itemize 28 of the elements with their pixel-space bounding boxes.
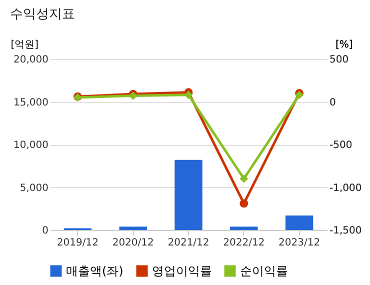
legend-label: 영업이익률: [152, 264, 212, 278]
y-tick-label: 15,000: [14, 97, 48, 108]
chart-title: 수익성지표: [10, 7, 76, 22]
x-tick-label: 2021/12: [168, 238, 210, 248]
y2-tick-label: 0: [330, 97, 336, 108]
y-tick-label: 0: [42, 226, 48, 236]
y-tick-label: 10,000: [14, 140, 48, 151]
legend-label: 순이익률: [240, 264, 288, 278]
bar: [230, 226, 258, 230]
point: [184, 90, 193, 100]
x-tick-label: 2022/12: [223, 238, 265, 248]
y2-tick-label: 500: [330, 54, 349, 66]
legend-label: 매출액(좌): [66, 264, 124, 278]
y2-axis-title: [%]: [336, 40, 353, 50]
y-axis-title: [억원]: [10, 40, 39, 50]
point: [240, 199, 248, 208]
y-tick-label: 20,000: [14, 54, 48, 66]
bar: [174, 160, 202, 230]
y2-tick-label: -500: [330, 140, 352, 151]
x-tick-label: 2019/12: [56, 238, 98, 248]
x-tick-label: 2023/12: [278, 238, 320, 248]
y2-tick-label: -1,000: [330, 182, 362, 194]
bar: [119, 226, 147, 230]
x-tick-label: 2020/12: [112, 238, 154, 248]
point: [240, 174, 248, 183]
y-tick-label: 5,000: [20, 182, 48, 194]
y2-tick-label: -1,500: [330, 226, 362, 236]
bar: [285, 215, 314, 230]
